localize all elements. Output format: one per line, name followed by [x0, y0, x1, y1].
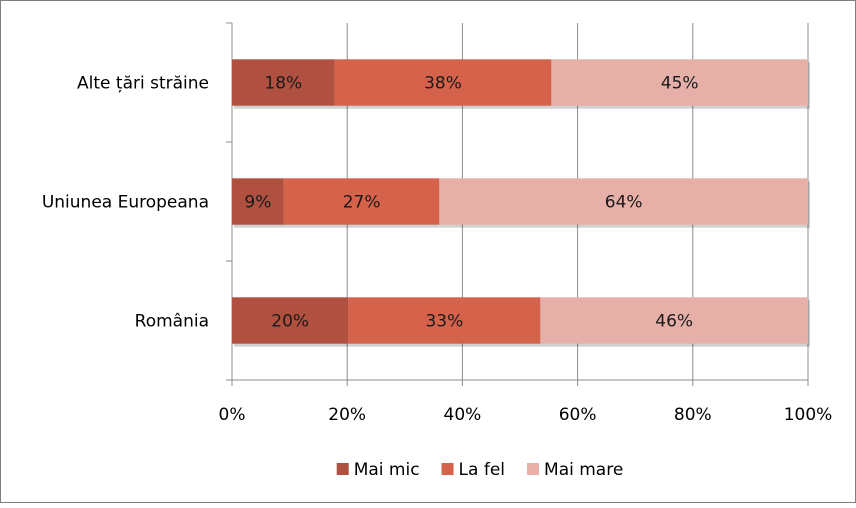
legend-swatch [441, 463, 454, 475]
legend-item: Mai mare [527, 460, 623, 480]
bar-segment [283, 178, 440, 225]
legend-item: Mai mic [336, 460, 420, 480]
bar-segment [551, 59, 808, 106]
x-tick-labels: 0% 20% 40% 60% 80% 100% [219, 405, 833, 425]
data-label: 38% [424, 74, 462, 94]
category-label: Alte țări străine [77, 74, 209, 94]
bar-segment [232, 297, 349, 344]
x-tick-label: 20% [328, 405, 366, 425]
x-tick-label: 80% [674, 405, 712, 425]
data-label: 33% [425, 312, 463, 332]
data-labels: 18% 38% 45% 9% 27% 64% 20% 33% 46% [244, 74, 698, 332]
bar-segment [439, 178, 808, 225]
bar-segment [348, 297, 541, 344]
legend-label: La fel [459, 460, 505, 480]
category-label: Uniunea Europeana [42, 193, 209, 213]
category-label: România [135, 312, 209, 332]
legend-item: La fel [441, 460, 505, 480]
x-tick-label: 40% [444, 405, 482, 425]
legend-label: Mai mare [544, 460, 623, 480]
legend-swatch [336, 463, 349, 475]
bar-segment [232, 59, 335, 106]
bar-segment [232, 178, 284, 225]
x-tick-label: 60% [559, 405, 597, 425]
bar-segment [334, 59, 552, 106]
data-label: 27% [343, 193, 381, 213]
bars [232, 59, 810, 347]
x-tick-label: 100% [784, 405, 833, 425]
legend-label: Mai mic [354, 460, 420, 480]
legend-swatch [527, 463, 540, 475]
data-label: 46% [655, 312, 693, 332]
legend: Mai mic La fel Mai mare [336, 460, 623, 480]
data-label: 9% [244, 193, 271, 213]
data-label: 18% [264, 74, 302, 94]
category-labels: Alte țări străine Uniunea Europeana Români… [42, 74, 209, 332]
x-tick-label: 0% [219, 405, 246, 425]
data-label: 20% [271, 312, 309, 332]
bar-segment [540, 297, 808, 344]
data-label: 64% [605, 193, 643, 213]
data-label: 45% [661, 74, 699, 94]
